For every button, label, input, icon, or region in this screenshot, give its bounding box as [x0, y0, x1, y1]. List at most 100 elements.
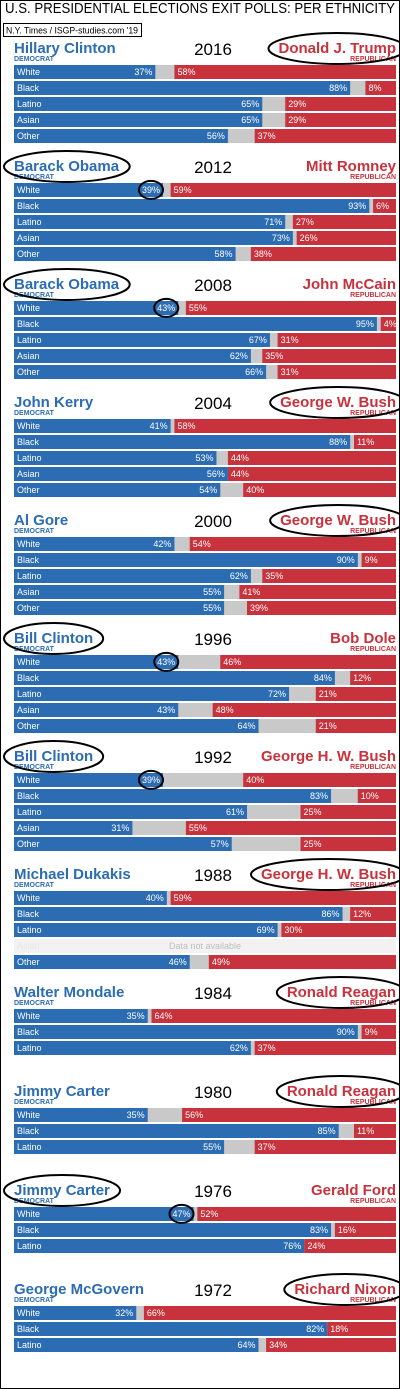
- bar: [14, 703, 179, 717]
- value-label: 39%: [142, 775, 160, 785]
- bar: [14, 891, 167, 905]
- bar: [14, 537, 175, 551]
- value-label: 56%: [207, 131, 225, 141]
- bar: [14, 821, 133, 835]
- category-label: Other: [17, 249, 40, 259]
- year: 2012: [194, 158, 232, 177]
- value-label: 72%: [268, 689, 286, 699]
- value-label: 18%: [330, 1324, 348, 1334]
- republican-name: Ronald Reagan: [287, 984, 396, 1001]
- bar: [361, 1025, 396, 1039]
- value-label: 10%: [361, 791, 379, 801]
- bar: [14, 553, 358, 567]
- bar: [14, 1239, 305, 1253]
- republican-name: John McCain: [303, 276, 396, 293]
- category-label: Black: [17, 83, 40, 93]
- republican-name: Richard Nixon: [294, 1281, 396, 1298]
- value-label: 69%: [257, 925, 275, 935]
- republican-party: REPUBLICAN: [350, 1198, 396, 1205]
- bar: [14, 789, 332, 803]
- bar: [292, 215, 396, 229]
- republican-name: Ronald Reagan: [287, 1083, 396, 1100]
- category-label: Black: [17, 1225, 40, 1235]
- democrat-party: DEMOCRAT: [14, 1000, 55, 1007]
- bar: [14, 655, 179, 669]
- year: 1976: [194, 1182, 232, 1201]
- value-label: 9%: [365, 1027, 378, 1037]
- bar: [262, 569, 396, 583]
- year: 1988: [194, 866, 232, 885]
- category-label: Asian: [17, 705, 40, 715]
- bar: [14, 467, 228, 481]
- bar: [14, 1338, 259, 1352]
- note: Data not available: [169, 941, 241, 951]
- value-label: 8%: [368, 83, 381, 93]
- bar: [14, 1009, 148, 1023]
- bar: [14, 837, 232, 851]
- value-label: 86%: [322, 909, 340, 919]
- category-label: Latino: [17, 925, 42, 935]
- bar: [14, 585, 225, 599]
- bar: [327, 1322, 396, 1336]
- value-label: 62%: [230, 1043, 248, 1053]
- value-label: 11%: [357, 1126, 374, 1136]
- democrat-party: DEMOCRAT: [14, 410, 55, 417]
- value-label: 90%: [337, 1027, 355, 1037]
- bar: [14, 569, 251, 583]
- bar: [14, 1124, 339, 1138]
- value-label: 38%: [254, 249, 272, 259]
- value-label: 29%: [288, 115, 306, 125]
- value-label: 9%: [365, 555, 378, 565]
- category-label: Other: [17, 839, 40, 849]
- category-label: Black: [17, 673, 40, 683]
- category-label: Latino: [17, 1043, 42, 1053]
- bar: [14, 333, 270, 347]
- bar: [247, 601, 396, 615]
- value-label: 24%: [307, 1241, 325, 1251]
- value-label: 76%: [283, 1241, 301, 1251]
- value-label: 31%: [111, 823, 129, 833]
- category-label: White: [17, 185, 40, 195]
- democrat-name: Jimmy Carter: [14, 1182, 110, 1199]
- value-label: 55%: [203, 587, 221, 597]
- annotation-circle: [250, 858, 400, 891]
- democrat-party: DEMOCRAT: [14, 528, 55, 535]
- value-label: 31%: [281, 367, 299, 377]
- category-label: Latino: [17, 335, 42, 345]
- value-label: 52%: [200, 1209, 218, 1219]
- bar: [243, 773, 396, 787]
- value-label: 16%: [338, 1225, 356, 1235]
- value-label: 64%: [237, 721, 255, 731]
- category-label: Black: [17, 437, 40, 447]
- value-label: 35%: [265, 571, 283, 581]
- annotation-circle: [3, 622, 105, 655]
- bar: [174, 65, 396, 79]
- value-label: 56%: [185, 1110, 203, 1120]
- value-label: 90%: [337, 555, 355, 565]
- category-label: White: [17, 1308, 40, 1318]
- bar: [300, 837, 396, 851]
- republican-party: REPUBLICAN: [350, 56, 396, 63]
- value-label: 66%: [245, 367, 263, 377]
- bar: [227, 467, 396, 481]
- value-label: 46%: [223, 657, 241, 667]
- annotation-circle: [269, 386, 400, 419]
- bar: [262, 349, 396, 363]
- value-label: 73%: [272, 233, 290, 243]
- value-label: 34%: [269, 1340, 287, 1350]
- category-label: Latino: [17, 217, 42, 227]
- category-label: White: [17, 539, 40, 549]
- value-label: 6%: [376, 201, 389, 211]
- value-label: 58%: [177, 67, 195, 77]
- annotation-circle: [137, 769, 164, 790]
- bar: [380, 317, 396, 331]
- category-label: Black: [17, 909, 40, 919]
- bar: [14, 247, 236, 261]
- republican-party: REPUBLICAN: [350, 174, 396, 181]
- year: 2000: [194, 512, 232, 531]
- category-label: White: [17, 893, 40, 903]
- bar: [14, 1322, 328, 1336]
- bar-track: [14, 939, 396, 953]
- democrat-party: DEMOCRAT: [14, 1099, 55, 1106]
